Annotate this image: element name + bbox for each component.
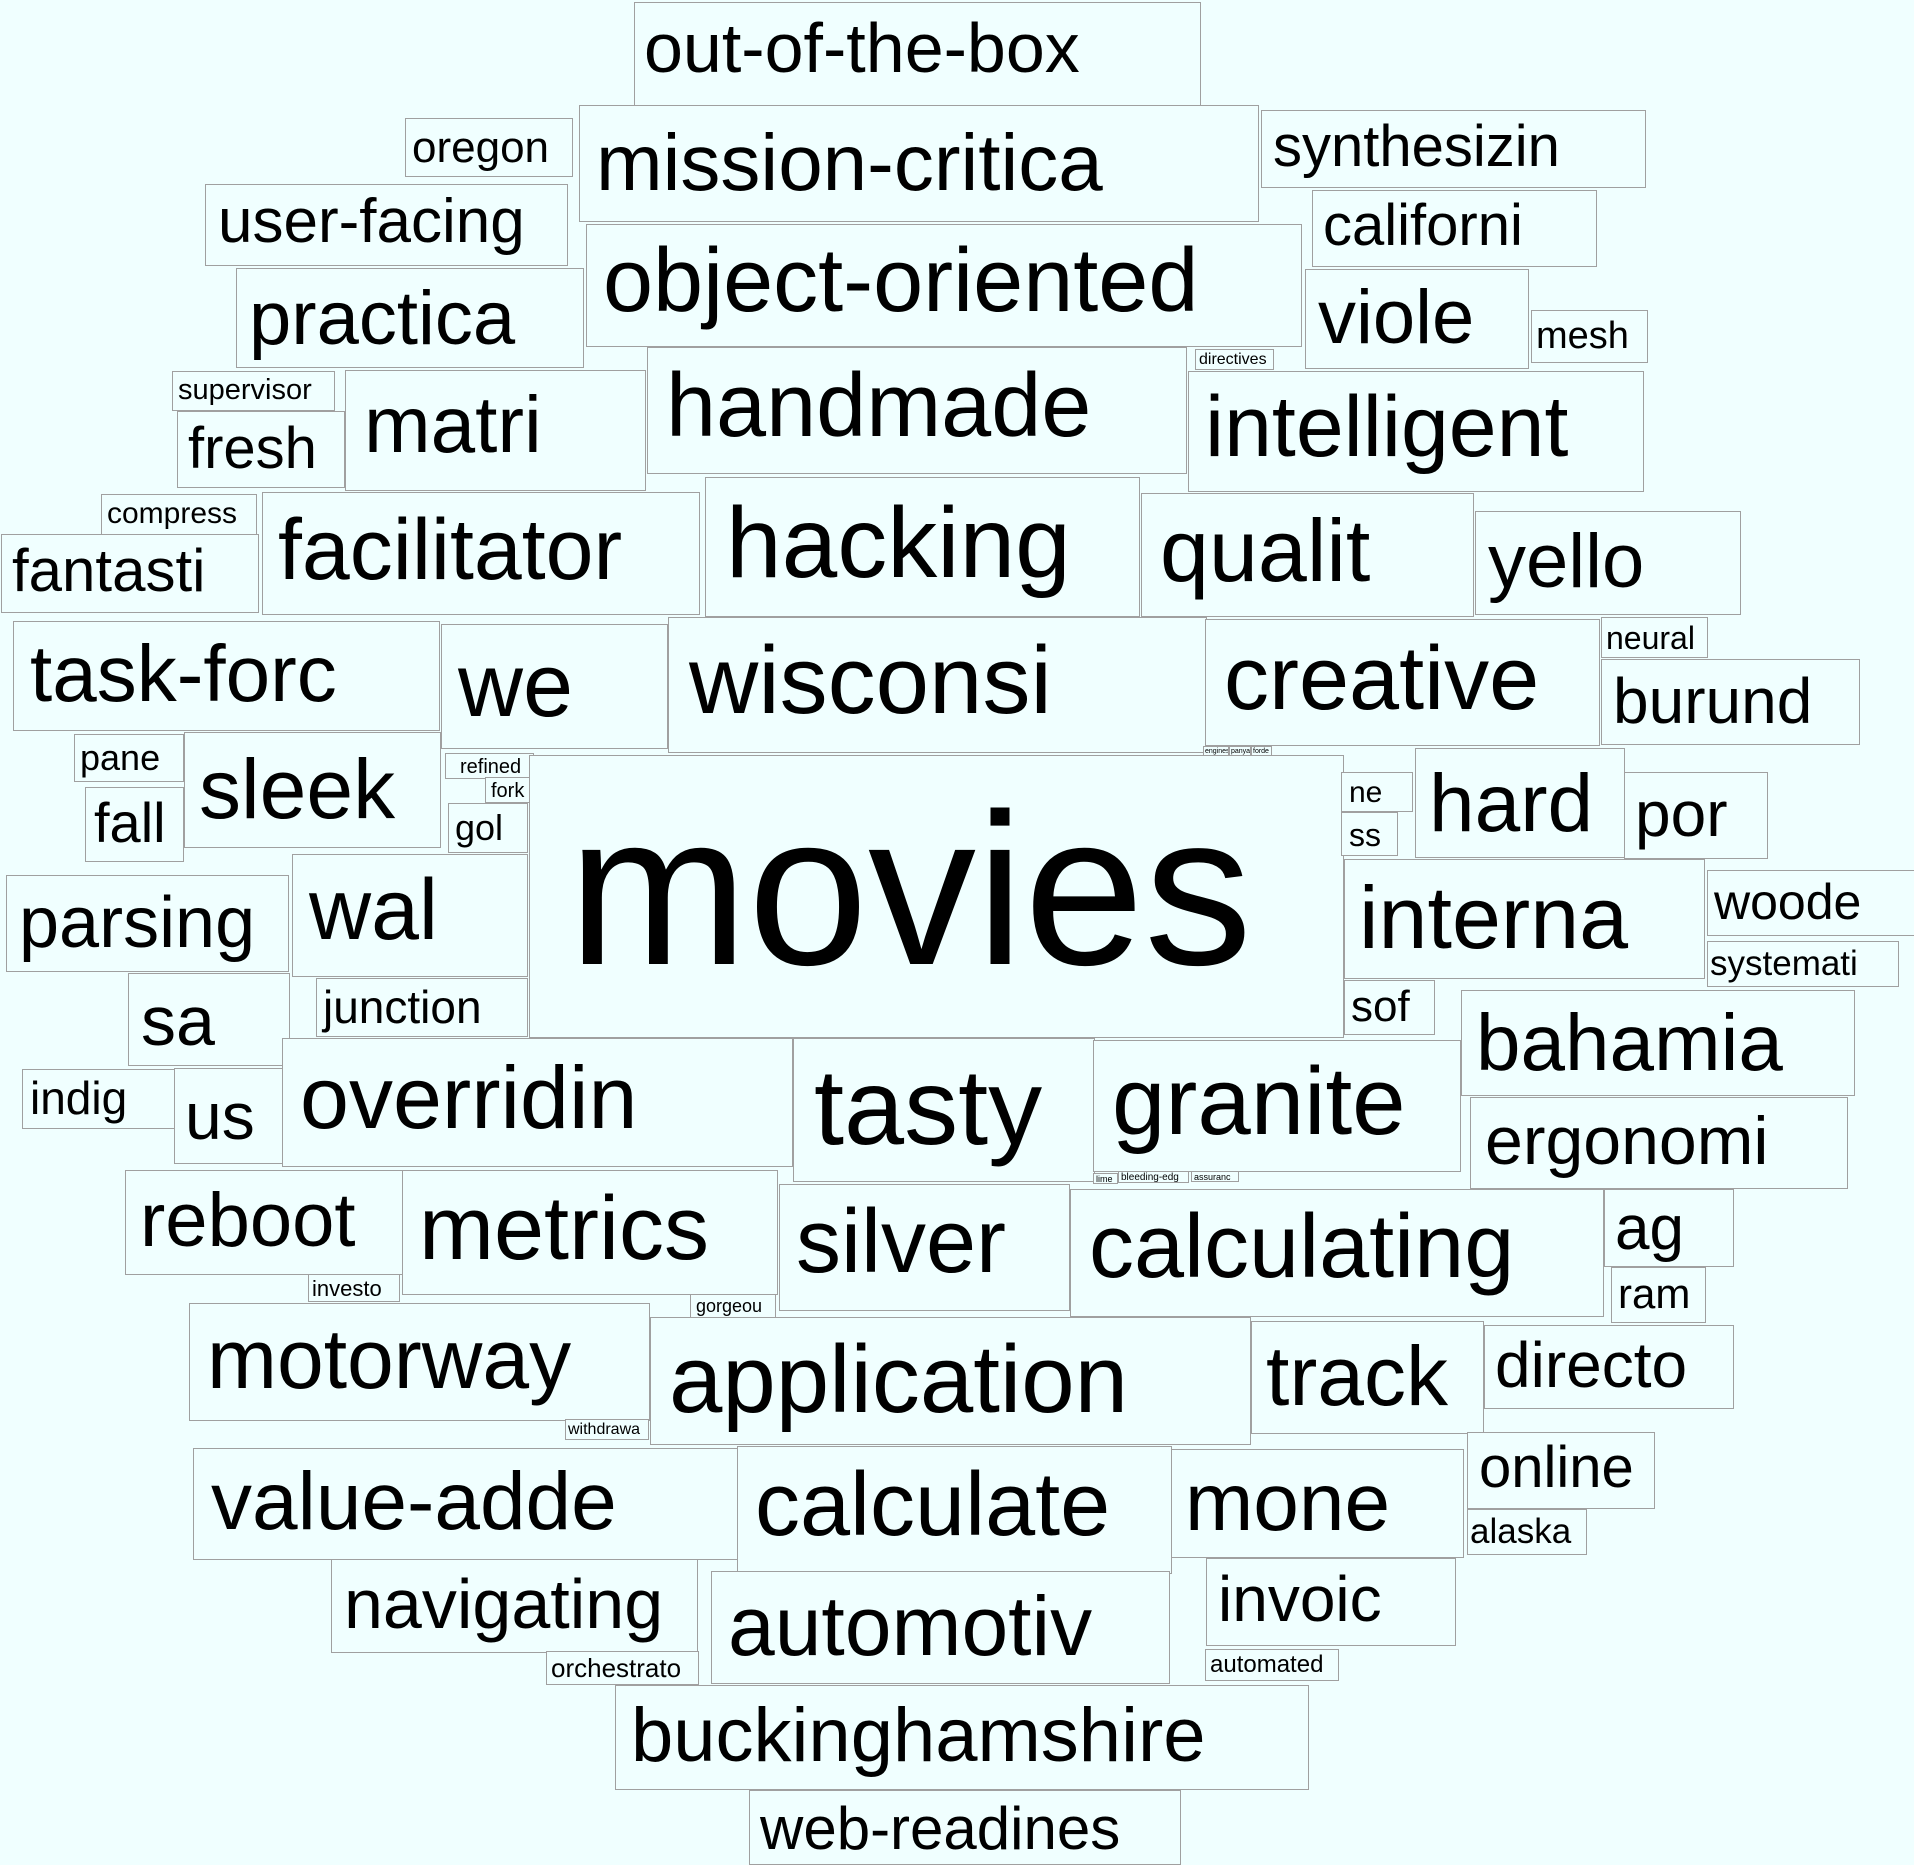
word-track: track	[1251, 1321, 1484, 1434]
word-compress: compress	[101, 494, 257, 535]
word-wisconsi: wisconsi	[668, 617, 1207, 753]
word-yello: yello	[1475, 511, 1741, 615]
word-viole: viole	[1305, 269, 1529, 369]
word-handmade: handmade	[647, 347, 1187, 474]
word-ss: ss	[1341, 812, 1398, 856]
word-investo: investo	[308, 1274, 400, 1302]
word-directives: directives	[1195, 349, 1274, 370]
word-overridin: overridin	[282, 1038, 793, 1167]
word-intelligent: intelligent	[1188, 371, 1644, 492]
word-mission-critica: mission-critica	[579, 105, 1259, 222]
word-gol: gol	[448, 803, 528, 853]
word-indig: indig	[22, 1069, 176, 1129]
word-directo: directo	[1484, 1325, 1734, 1409]
word-californi: californi	[1312, 190, 1597, 267]
word-value-adde: value-adde	[193, 1448, 738, 1560]
word-motorway: motorway	[189, 1303, 650, 1421]
word-fantasti: fantasti	[1, 534, 259, 613]
word-orchestrato: orchestrato	[546, 1651, 699, 1685]
word-sleek: sleek	[184, 732, 441, 848]
word-automotiv: automotiv	[711, 1571, 1170, 1684]
word-tasty: tasty	[793, 1038, 1095, 1182]
word-hard: hard	[1415, 748, 1625, 858]
word-refined: refined	[445, 753, 534, 779]
word-we: we	[441, 624, 668, 749]
word-reboot: reboot	[125, 1170, 403, 1275]
word-woode: woode	[1707, 870, 1914, 936]
word-bahamia: bahamia	[1461, 990, 1855, 1096]
word-alaska: alaska	[1467, 1509, 1587, 1555]
word-facilitator: facilitator	[262, 492, 700, 615]
word-systemati: systemati	[1707, 941, 1899, 987]
word-supervisor: supervisor	[172, 371, 335, 411]
word-interna: interna	[1344, 859, 1705, 979]
word-sa: sa	[128, 973, 290, 1066]
word-ne: ne	[1341, 772, 1413, 812]
word-pane: pane	[74, 734, 184, 782]
word-movies: movies	[529, 755, 1344, 1038]
word-junction: junction	[316, 978, 528, 1037]
word-us: us	[174, 1068, 284, 1164]
word-por: por	[1624, 772, 1768, 859]
word-sof: sof	[1344, 980, 1435, 1035]
word-matri: matri	[345, 370, 646, 491]
word-fork: fork	[485, 777, 534, 803]
word-calculating: calculating	[1070, 1189, 1604, 1317]
word-mone: mone	[1171, 1449, 1464, 1558]
word-creative: creative	[1205, 619, 1600, 746]
word-granite: granite	[1093, 1040, 1461, 1172]
word-wal: wal	[292, 854, 528, 977]
word-navigating: navigating	[331, 1559, 698, 1653]
word-fresh: fresh	[177, 411, 345, 488]
word-synthesizin: synthesizin	[1261, 110, 1646, 188]
word-parsing: parsing	[6, 875, 289, 972]
word-calculate: calculate	[737, 1446, 1172, 1574]
word-application: application	[650, 1317, 1251, 1445]
word-ram: ram	[1611, 1267, 1706, 1323]
word-ergonomi: ergonomi	[1470, 1097, 1848, 1189]
word-online: online	[1467, 1432, 1655, 1509]
word-automated: automated	[1205, 1649, 1339, 1681]
word-neural: neural	[1601, 617, 1708, 658]
word-lime: lime	[1093, 1173, 1118, 1184]
word-object-oriented: object-oriented	[586, 224, 1302, 347]
word-mesh: mesh	[1531, 310, 1648, 363]
word-task-forc: task-forc	[13, 621, 440, 731]
word-qualit: qualit	[1141, 493, 1474, 617]
word-metrics: metrics	[402, 1170, 778, 1295]
word-oregon: oregon	[405, 118, 573, 177]
word-gorgeou: gorgeou	[690, 1294, 776, 1318]
word-fall: fall	[85, 787, 184, 862]
word-out-of-the-box: out-of-the-box	[634, 2, 1201, 106]
word-web-readines: web-readines	[749, 1790, 1181, 1865]
word-ag: ag	[1604, 1189, 1734, 1267]
word-bleeding-edg: bleeding-edg	[1118, 1171, 1189, 1183]
word-assuranc: assuranc	[1191, 1171, 1239, 1182]
word-invoic: invoic	[1206, 1558, 1456, 1646]
word-silver: silver	[779, 1184, 1070, 1311]
word-buckinghamshire: buckinghamshire	[615, 1685, 1309, 1790]
word-practica: practica	[236, 268, 584, 368]
word-hacking: hacking	[705, 477, 1140, 617]
word-user-facing: user-facing	[205, 184, 568, 266]
word-burund: burund	[1601, 659, 1860, 745]
word-withdrawa: withdrawa	[565, 1419, 649, 1440]
